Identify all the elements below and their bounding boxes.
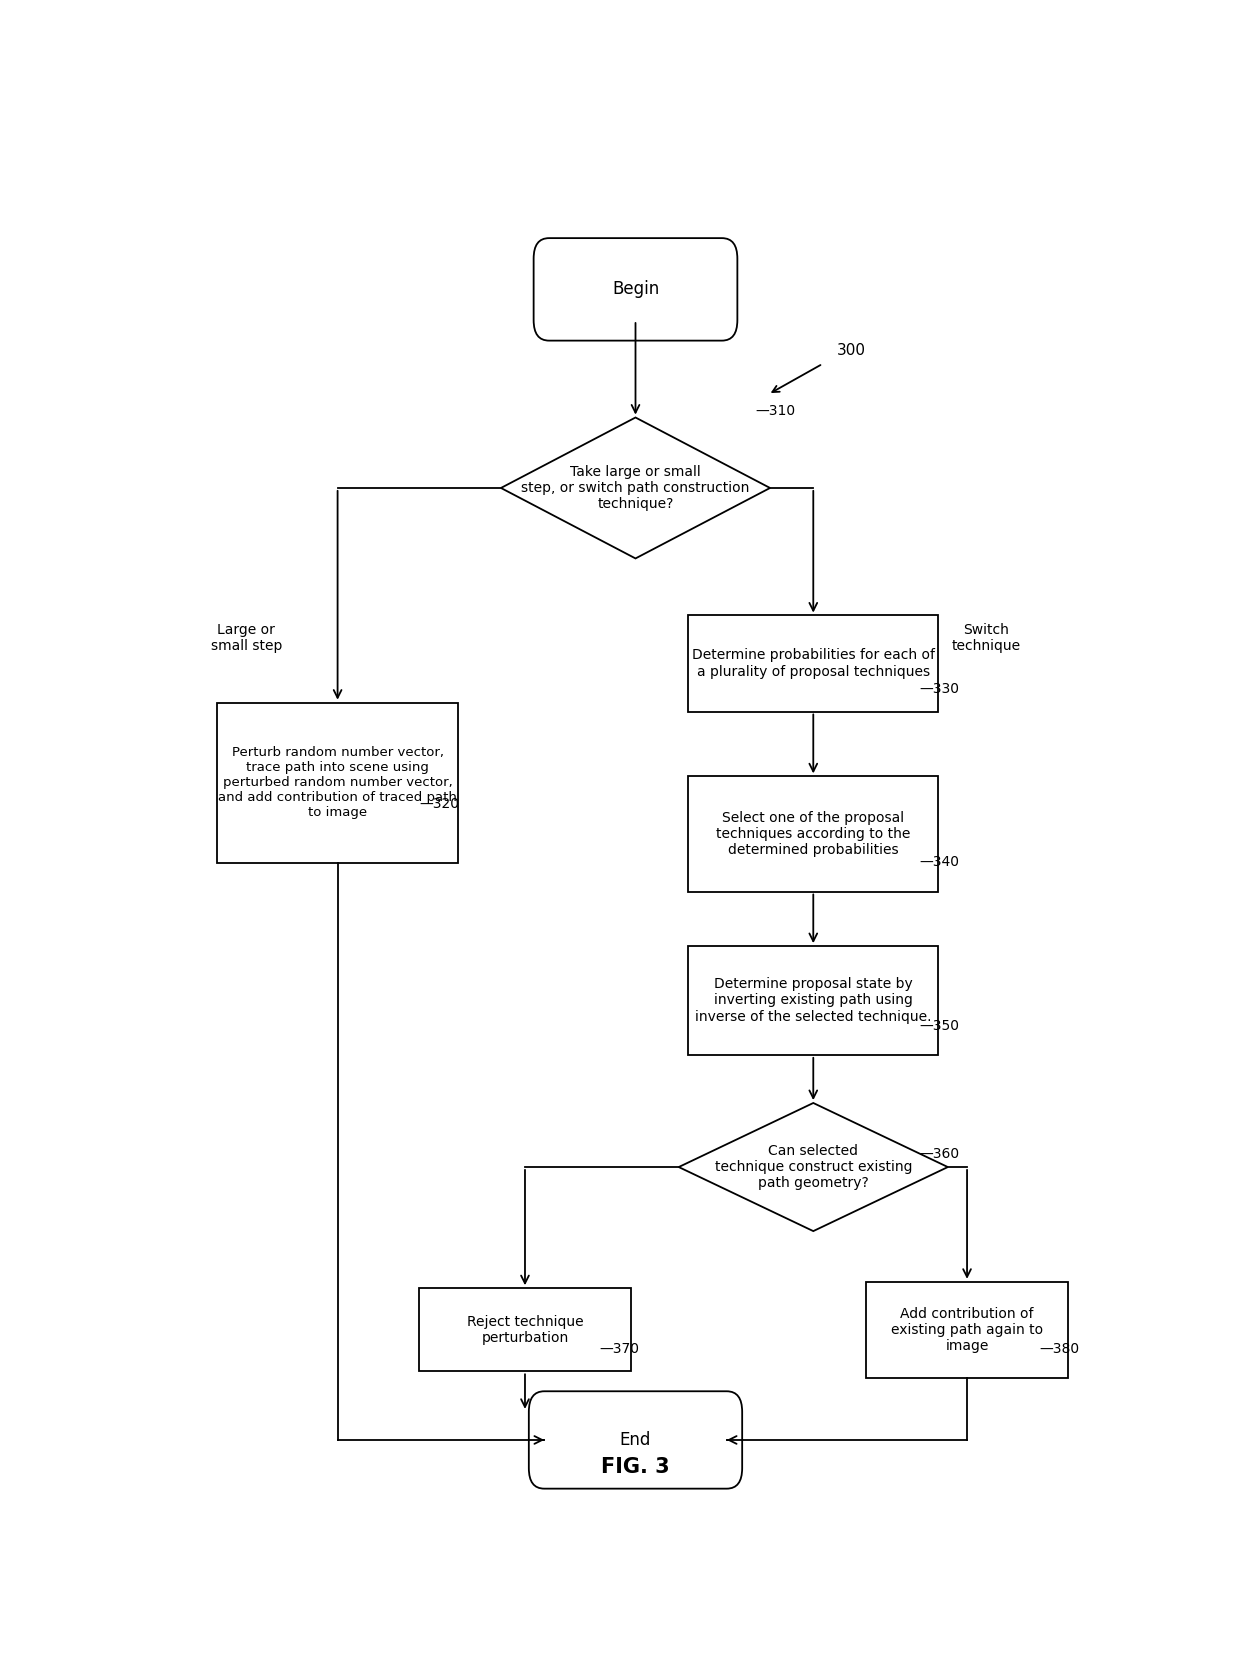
Bar bbox=[866, 1281, 1068, 1378]
Text: Determine proposal state by
inverting existing path using
inverse of the selecte: Determine proposal state by inverting ex… bbox=[696, 977, 931, 1023]
Bar bbox=[217, 702, 458, 862]
Text: End: End bbox=[620, 1431, 651, 1449]
Text: Large or
small step: Large or small step bbox=[211, 622, 281, 652]
Text: Perturb random number vector,
trace path into scene using
perturbed random numbe: Perturb random number vector, trace path… bbox=[218, 745, 458, 819]
Text: Determine probabilities for each of
a plurality of proposal techniques: Determine probabilities for each of a pl… bbox=[692, 649, 935, 679]
Bar bbox=[688, 947, 939, 1055]
Polygon shape bbox=[501, 418, 770, 559]
Text: FIG. 3: FIG. 3 bbox=[601, 1458, 670, 1478]
Bar bbox=[419, 1288, 631, 1371]
Text: 300: 300 bbox=[837, 343, 867, 358]
Polygon shape bbox=[678, 1103, 947, 1231]
Text: Begin: Begin bbox=[611, 280, 660, 298]
Text: —380: —380 bbox=[1039, 1341, 1079, 1356]
Text: Switch
technique: Switch technique bbox=[952, 622, 1021, 652]
Text: Can selected
technique construct existing
path geometry?: Can selected technique construct existin… bbox=[714, 1143, 913, 1190]
Text: —370: —370 bbox=[599, 1341, 639, 1356]
FancyBboxPatch shape bbox=[528, 1391, 743, 1489]
Text: —320: —320 bbox=[419, 797, 459, 812]
Text: Select one of the proposal
techniques according to the
determined probabilities: Select one of the proposal techniques ac… bbox=[715, 810, 910, 857]
Text: —350: —350 bbox=[919, 1018, 959, 1033]
Bar bbox=[688, 775, 939, 892]
Text: —340: —340 bbox=[919, 855, 959, 869]
Text: Take large or small
step, or switch path construction
technique?: Take large or small step, or switch path… bbox=[521, 464, 750, 511]
Text: Reject technique
perturbation: Reject technique perturbation bbox=[466, 1315, 583, 1345]
Text: Add contribution of
existing path again to
image: Add contribution of existing path again … bbox=[892, 1306, 1043, 1353]
FancyBboxPatch shape bbox=[533, 238, 738, 341]
Text: —310: —310 bbox=[755, 404, 796, 418]
Bar bbox=[688, 616, 939, 712]
Text: —330: —330 bbox=[919, 682, 959, 696]
Text: —360: —360 bbox=[919, 1146, 959, 1161]
